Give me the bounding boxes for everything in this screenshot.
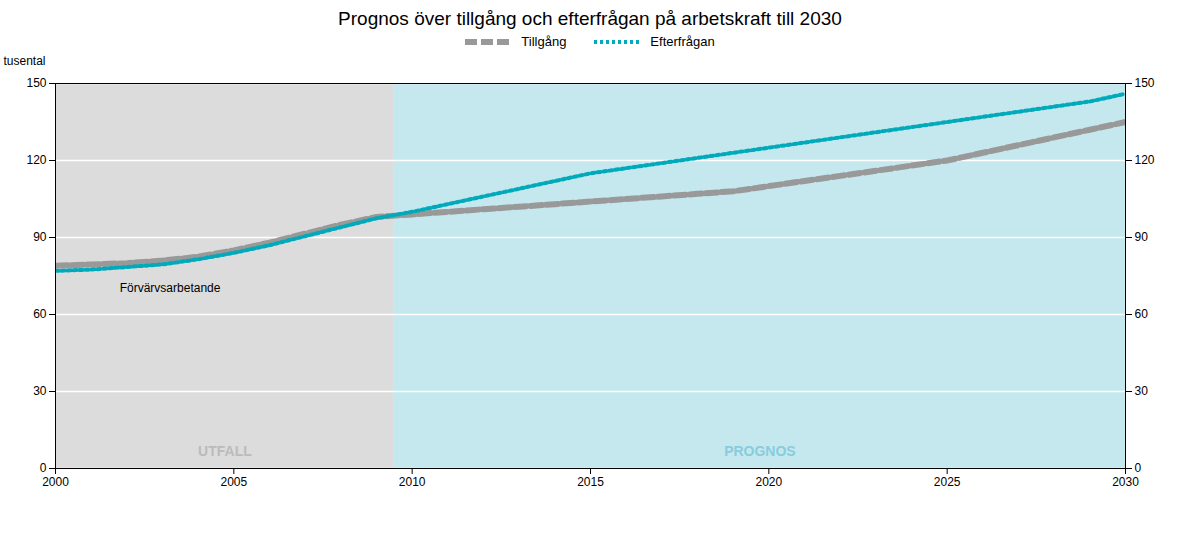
svg-text:120: 120 [26,153,46,167]
svg-text:UTFALL: UTFALL [198,443,252,459]
svg-text:tusental: tusental [4,54,46,68]
html-text:Efterfrågan: Efterfrågan [650,34,715,49]
svg-text:90: 90 [1135,230,1149,244]
svg-text:150: 150 [26,76,46,90]
svg-text:60: 60 [33,307,47,321]
svg-text:2020: 2020 [755,475,782,489]
svg-text:30: 30 [1135,384,1149,398]
svg-text:Förvärvsarbetande: Förvärvsarbetande [120,281,221,295]
html-text:Tillgång: Tillgång [521,34,567,49]
svg-text:120: 120 [1135,153,1155,167]
svg-text:2025: 2025 [934,475,961,489]
svg-text:2000: 2000 [42,475,69,489]
svg-text:30: 30 [33,384,47,398]
svg-text:60: 60 [1135,307,1149,321]
svg-text:2030: 2030 [1112,475,1139,489]
svg-text:2005: 2005 [220,475,247,489]
svg-text:2010: 2010 [399,475,426,489]
svg-text:PROGNOS: PROGNOS [724,443,796,459]
html-text:Prognos över tillgång och efte: Prognos över tillgång och efterfrågan på… [338,8,842,29]
svg-text:0: 0 [40,461,47,475]
svg-text:2015: 2015 [577,475,604,489]
svg-text:0: 0 [1135,461,1142,475]
svg-text:150: 150 [1135,76,1155,90]
svg-text:90: 90 [33,230,47,244]
